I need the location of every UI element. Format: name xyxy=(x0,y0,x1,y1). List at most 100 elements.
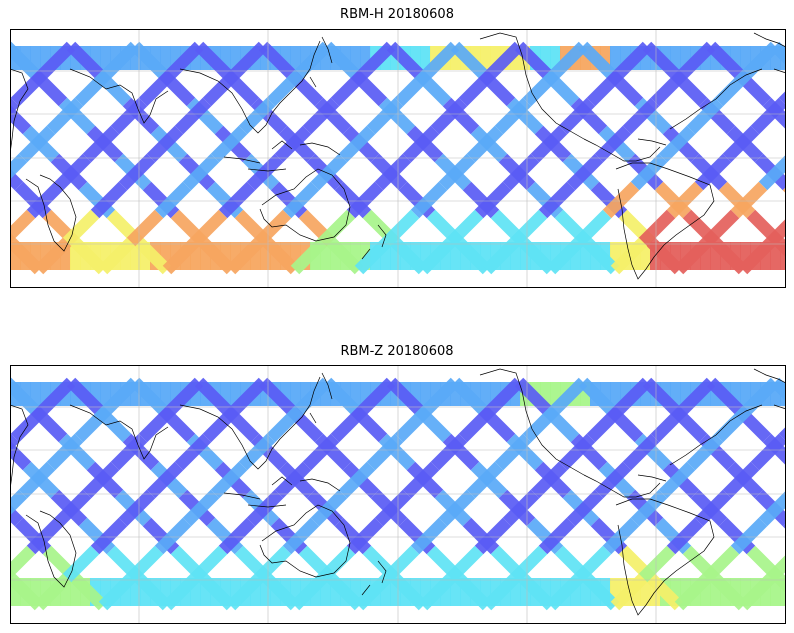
swath-bottom-cell xyxy=(120,242,131,270)
swath-ascending xyxy=(630,489,668,527)
swath-ascending xyxy=(530,125,568,163)
swath-bottom-cell xyxy=(670,578,681,606)
swath-ascending xyxy=(382,209,420,247)
swath-bottom-cell xyxy=(450,578,461,606)
swath-bottom-cell xyxy=(200,242,211,270)
coastline xyxy=(361,248,371,260)
swath-bottom-cell xyxy=(450,242,461,270)
coastline xyxy=(669,68,763,130)
swath-descending xyxy=(774,573,786,594)
swath-bottom-cell xyxy=(640,242,651,270)
swath-top-cell xyxy=(450,382,461,406)
swath-ascending xyxy=(310,153,348,191)
swath-ascending xyxy=(686,97,724,135)
swath-top-cell xyxy=(550,46,561,70)
swath-ascending xyxy=(638,209,676,247)
swath-ascending xyxy=(38,377,76,415)
swath-bottom-cell xyxy=(550,242,561,270)
swath-ascending xyxy=(110,433,148,471)
swath-bottom-cell xyxy=(670,242,681,270)
coastline xyxy=(773,68,786,74)
swath-ascending xyxy=(610,573,648,611)
swath-ascending xyxy=(266,69,304,107)
swath-bottom-cell xyxy=(610,578,621,606)
swath-descending xyxy=(386,41,424,79)
swath-ascending xyxy=(474,517,512,555)
swath-ascending xyxy=(154,181,192,219)
swath-top-cell xyxy=(600,46,611,70)
swath-ascending xyxy=(658,125,696,163)
swath-bottom-cell xyxy=(260,578,271,606)
swath-top-cell xyxy=(680,382,691,406)
swath-ascending xyxy=(594,461,632,499)
coastlines xyxy=(10,368,786,616)
swath-ascending xyxy=(318,545,356,583)
swath-ascending xyxy=(118,489,156,527)
swath-ascending xyxy=(522,69,560,107)
swath-ascending xyxy=(330,405,368,443)
swath-descending xyxy=(322,377,360,415)
swath-top-cell xyxy=(470,46,481,70)
swath-ascending xyxy=(402,461,440,499)
swath-top-cell xyxy=(510,46,521,70)
swath-bottom-cell xyxy=(330,242,341,270)
swath-top-cell xyxy=(290,46,301,70)
swath-bottom-cell xyxy=(480,578,491,606)
swath-ascending xyxy=(502,153,540,191)
swath-ascending xyxy=(666,181,704,219)
swath-top-cell xyxy=(360,46,371,70)
swath-ascending xyxy=(102,377,140,415)
swath-top-cell xyxy=(280,382,291,406)
swath-bottom-cell xyxy=(510,578,521,606)
swath-ascending xyxy=(154,517,192,555)
swath-ascending xyxy=(402,125,440,163)
swath-bottom-cell xyxy=(10,578,21,606)
swath-ascending xyxy=(346,517,384,555)
coastline xyxy=(321,36,333,64)
swath-top-cell xyxy=(150,382,161,406)
swath-ascending xyxy=(638,545,676,583)
coastline xyxy=(309,76,317,88)
swath-bottom-cell xyxy=(420,578,431,606)
swath-top-cell xyxy=(510,382,521,406)
swath-ascending xyxy=(546,237,584,275)
swath-descending xyxy=(774,237,786,258)
swath-top-cell xyxy=(640,46,651,70)
swath-bottom-cell xyxy=(510,242,521,270)
coastline xyxy=(69,404,169,460)
swath-ascending xyxy=(34,573,72,611)
swath-bottom-cell xyxy=(520,578,531,606)
swath-bottom-cell xyxy=(190,242,201,270)
swath-ascending xyxy=(162,237,200,275)
swath-top-cell xyxy=(350,382,361,406)
swath-ascending xyxy=(702,209,740,247)
swath-ascending xyxy=(226,573,264,611)
swath-descending xyxy=(578,377,616,415)
swath-ascending xyxy=(602,181,640,219)
swath-ascending xyxy=(126,545,164,583)
swath-ascending xyxy=(98,573,136,611)
coastline xyxy=(479,368,585,476)
swath-ascending xyxy=(522,405,560,443)
swath-ascending xyxy=(318,209,356,247)
swath-ascending xyxy=(686,433,724,471)
swath-bottom-cell xyxy=(190,578,201,606)
swath-descending xyxy=(130,41,168,79)
swath-ascending xyxy=(446,545,484,583)
swath-bottom-cell xyxy=(780,578,786,606)
swath-top-cell xyxy=(220,382,231,406)
swath-bottom-cell xyxy=(770,578,781,606)
swath-top-cell xyxy=(350,46,361,70)
coastline xyxy=(299,142,341,156)
swath-top-cell xyxy=(130,46,141,70)
swath-descending xyxy=(258,41,296,79)
swath-top-cell xyxy=(540,46,551,70)
swath-bottom-cell xyxy=(700,578,711,606)
swath-bottom-cell xyxy=(290,242,301,270)
swath-ascending xyxy=(722,461,760,499)
swath-ascending xyxy=(54,489,92,527)
swath-ascending xyxy=(750,97,786,135)
swath-bottom-cell xyxy=(540,242,551,270)
swath-bottom-cell xyxy=(260,242,271,270)
swath-bottom-cell xyxy=(390,242,401,270)
